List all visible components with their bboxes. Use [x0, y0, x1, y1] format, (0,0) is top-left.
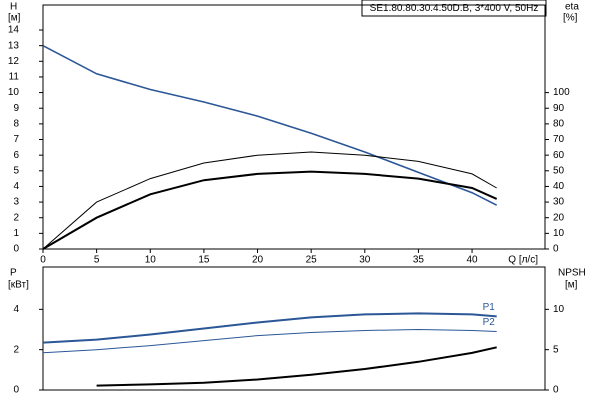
y2-tick-label: 20	[553, 212, 565, 223]
y-tick-label: 14	[8, 25, 20, 36]
chart-title: SE1.80.80.30.4.50D.B, 3*400 V, 50Hz	[370, 3, 539, 14]
x-tick-label: 15	[198, 255, 210, 266]
x-tick-label: 25	[306, 255, 318, 266]
y2-tick-label: 0	[553, 385, 559, 396]
y2-tick-label: 30	[553, 197, 565, 208]
y2-tick-label: 100	[553, 87, 570, 98]
x-tick-label: 40	[466, 255, 478, 266]
x-tick-label: 0	[40, 255, 46, 266]
y2-tick-label: 0	[553, 244, 559, 255]
y-tick-label: 2	[13, 344, 19, 355]
y2-tick-label: 5	[553, 344, 559, 355]
y-tick-label: 0	[13, 244, 19, 255]
y-tick-label: 3	[13, 197, 19, 208]
y-tick-label: 12	[8, 56, 20, 67]
y2-unit: [м]	[565, 280, 578, 291]
y2-label: NPSH	[558, 268, 586, 279]
x-tick-label: 5	[94, 255, 100, 266]
y-tick-label: 11	[9, 72, 20, 83]
y-tick-label: 10	[8, 87, 20, 98]
y-tick-label: 13	[8, 40, 20, 51]
y-tick-label: 8	[13, 119, 19, 130]
y2-label: eta	[565, 2, 579, 13]
x-tick-label: 30	[359, 255, 371, 266]
y-label: H	[10, 2, 17, 13]
y-tick-label: 4	[13, 304, 19, 315]
y-tick-label: 9	[13, 103, 19, 114]
y2-tick-label: 40	[553, 181, 565, 192]
curve	[96, 346, 497, 387]
curve-label: P1	[483, 302, 496, 313]
curve	[42, 328, 497, 354]
y-tick-label: 1	[13, 228, 19, 239]
y-tick-label: 2	[13, 212, 19, 223]
x-tick-label: 10	[145, 255, 157, 266]
y2-tick-label: 10	[553, 304, 565, 315]
y2-tick-label: 10	[553, 228, 565, 239]
y2-tick-label: 60	[553, 150, 565, 161]
title-box	[361, 0, 547, 17]
y-tick-label: 5	[13, 165, 19, 176]
y2-tick-label: 50	[553, 165, 565, 176]
x-label: Q [л/с]	[508, 255, 538, 266]
y2-tick-label: 90	[553, 103, 565, 114]
y-unit: [кВт]	[8, 280, 29, 291]
plot-frame	[42, 266, 546, 391]
plot-frame	[42, 4, 546, 250]
y-tick-label: 4	[13, 181, 19, 192]
y-tick-label: 6	[13, 150, 19, 161]
x-tick-label: 20	[252, 255, 264, 266]
y-label: P	[10, 268, 17, 279]
y-tick-label: 0	[13, 385, 19, 396]
y2-tick-label: 70	[553, 134, 565, 145]
y2-unit: [%]	[563, 13, 578, 24]
y-tick-label: 7	[13, 134, 19, 145]
x-tick-label: 35	[413, 255, 425, 266]
y-unit: [м]	[8, 13, 21, 24]
y2-tick-label: 80	[553, 119, 565, 130]
curve	[42, 151, 497, 250]
curve	[42, 312, 497, 344]
curve	[42, 170, 498, 250]
curve-label: P2	[483, 317, 496, 328]
